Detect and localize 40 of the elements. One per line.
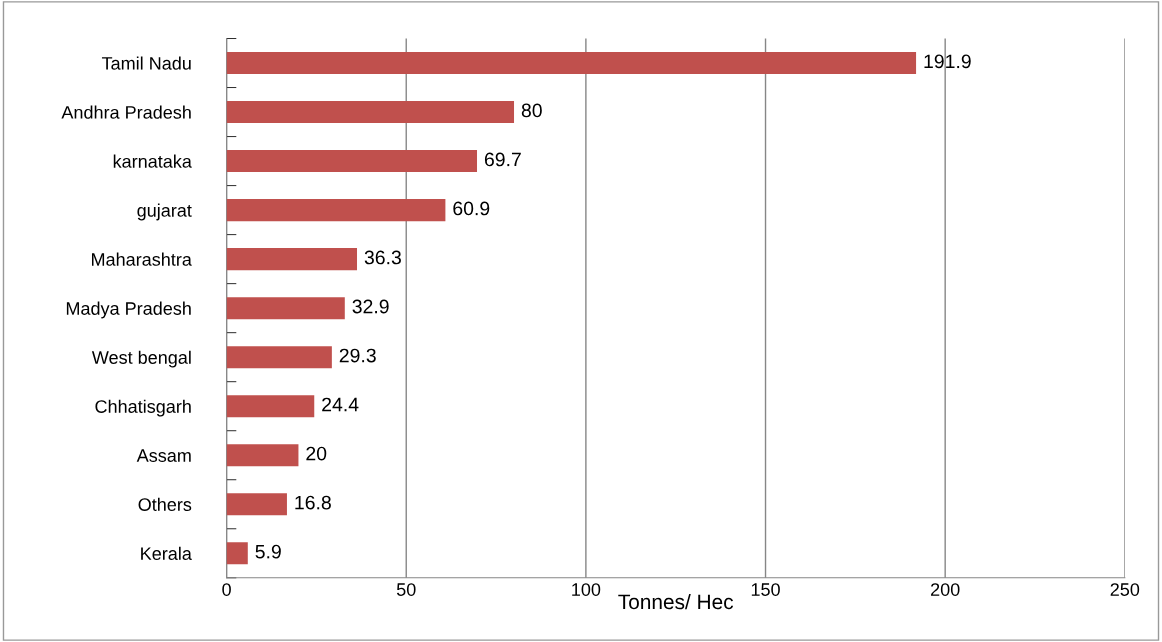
y-tick-label: Madya Pradesh	[66, 301, 191, 319]
x-tick-label: 100	[572, 583, 601, 596]
bar	[226, 346, 332, 369]
data-label: 191.9	[924, 54, 971, 69]
y-tick-label: Chhatisgarh	[95, 399, 191, 417]
data-label: 24.4	[322, 397, 359, 412]
bar	[226, 395, 315, 418]
bar	[226, 297, 345, 320]
data-label: 80	[521, 103, 542, 118]
bar	[226, 101, 515, 124]
y-tick-label: Assam	[136, 449, 191, 462]
data-label: 60.9	[453, 201, 490, 216]
x-tick-label: 50	[396, 583, 416, 596]
bar	[226, 444, 299, 467]
data-label: 5.9	[255, 544, 281, 559]
data-label: 20	[306, 446, 327, 461]
y-tick-label: Andhra Pradesh	[61, 105, 191, 119]
bar	[226, 150, 478, 173]
x-tick-label: 150	[751, 583, 780, 596]
data-label: 16.8	[295, 495, 331, 510]
y-tick-label: gujarat	[137, 203, 192, 221]
y-tick-label: Tamil Nadu	[101, 56, 191, 70]
y-tick-label: Others	[138, 497, 192, 511]
data-label: 29.3	[339, 348, 376, 363]
bar	[226, 248, 358, 271]
bar	[226, 542, 248, 565]
x-tick-label: 200	[931, 583, 960, 596]
y-tick-label: Kerala	[141, 546, 192, 561]
data-label: 36.3	[364, 250, 401, 265]
bar	[226, 52, 917, 75]
y-tick-label: Maharashtra	[92, 252, 192, 266]
bar	[226, 493, 287, 516]
data-label: 69.7	[484, 152, 521, 167]
y-tick-label: karnataka	[113, 154, 192, 168]
x-tick-label: 250	[1110, 583, 1140, 596]
x-axis-title: Tonnes/ Hec	[618, 593, 734, 610]
bar	[226, 199, 446, 222]
data-label: 32.9	[352, 299, 389, 314]
x-tick-label: 0	[222, 583, 231, 596]
y-tick-label: West bengal	[91, 350, 191, 368]
